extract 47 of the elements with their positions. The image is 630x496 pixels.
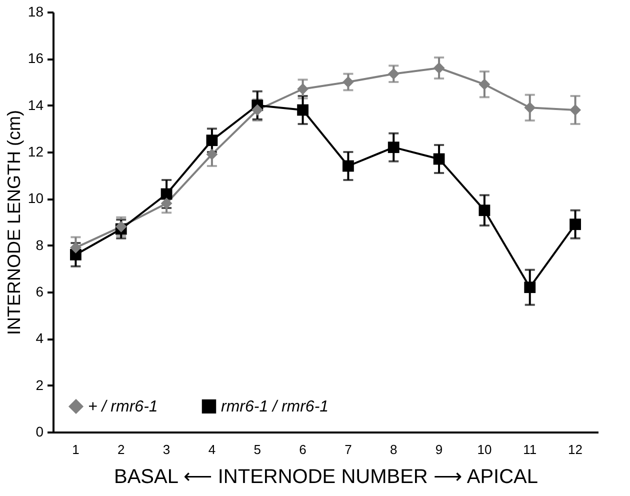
- x-tick-label: 3: [162, 442, 170, 457]
- y-tick-label: 6: [36, 284, 44, 300]
- x-tick-label: 1: [72, 442, 80, 457]
- point: [388, 68, 400, 80]
- point: [160, 198, 172, 210]
- y-tick-label: 10: [28, 190, 44, 206]
- y-tick-label: 4: [36, 330, 44, 346]
- x-tick-label: 5: [254, 442, 261, 457]
- x-axis-title: BASAL ⟵ INTERNODE NUMBER ⟶ APICAL: [114, 466, 538, 488]
- legend-label: rmr6-1 / rmr6-1: [221, 398, 329, 416]
- y-tick-label: 12: [28, 144, 44, 160]
- x-tick-label: 6: [299, 442, 306, 457]
- point: [570, 218, 581, 230]
- point: [342, 160, 354, 172]
- point: [570, 104, 581, 116]
- x-tick-label: 7: [344, 442, 352, 457]
- y-tick-label: 8: [36, 236, 44, 253]
- point: [160, 188, 172, 200]
- point: [70, 242, 82, 254]
- x-tick-label: 11: [523, 442, 537, 457]
- point: [524, 282, 536, 294]
- legend-label: + / rmr6-1: [88, 398, 158, 416]
- x-tick-label: 2: [118, 442, 125, 457]
- y-tick-label: 0: [36, 424, 44, 440]
- point: [478, 204, 490, 216]
- y-tick-label: 18: [28, 4, 44, 20]
- point: [297, 83, 308, 95]
- point: [524, 102, 536, 114]
- y-axis-title: INTERNODE LENGTH (cm): [4, 110, 24, 335]
- point: [342, 76, 354, 88]
- point: [252, 104, 264, 116]
- point: [115, 220, 127, 232]
- y-tick-label: 16: [28, 50, 44, 66]
- y-tick-label: 2: [36, 376, 44, 393]
- point: [206, 148, 218, 160]
- y-tick-label: 14: [28, 96, 44, 113]
- point: [478, 78, 490, 90]
- x-tick-label: 10: [477, 442, 492, 457]
- point: [206, 134, 218, 146]
- point: [433, 62, 445, 74]
- point: [433, 153, 445, 165]
- x-tick-label: 9: [435, 442, 443, 457]
- x-tick-label: 12: [568, 442, 583, 457]
- x-tick-label: 8: [390, 442, 398, 457]
- x-tick-label: 4: [208, 442, 216, 457]
- point: [388, 142, 400, 154]
- point: [297, 104, 308, 116]
